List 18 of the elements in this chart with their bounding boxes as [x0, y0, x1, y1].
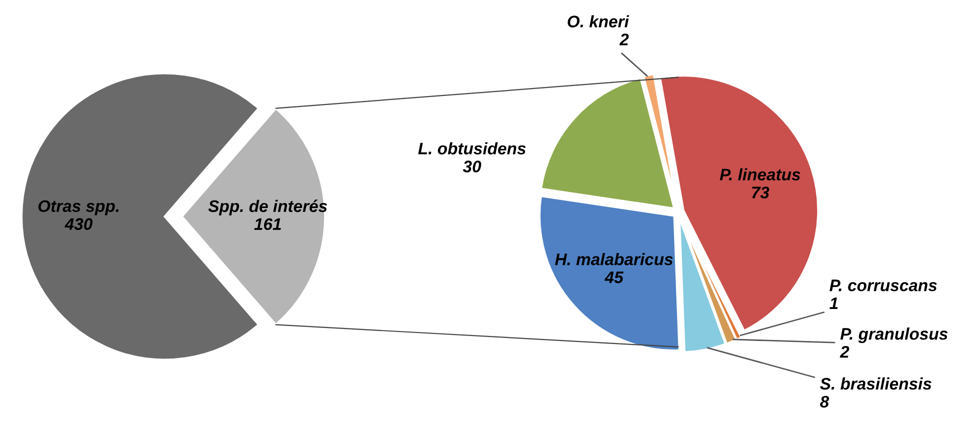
slice-label: Spp. de interés [208, 200, 328, 216]
data-label: 161 [254, 218, 281, 230]
data-label: 8 [820, 396, 830, 408]
data-label: 430 [64, 218, 93, 230]
data-label: 30 [462, 160, 482, 172]
slice-label: S. brasiliensis [820, 377, 932, 390]
data-label: 2 [619, 34, 629, 46]
slice-label: P. lineatus [720, 168, 800, 180]
slice-label: L. obtusidens [418, 142, 526, 154]
slice-label: H. malabaricus [555, 253, 673, 266]
data-label: 45 [604, 272, 624, 284]
data-label: 73 [752, 186, 770, 198]
slice-label: P. granulosus [840, 328, 948, 344]
slice-label: O. kneri [568, 15, 630, 28]
data-label: 2 [840, 346, 850, 358]
data-label: 1 [830, 298, 838, 310]
slice-label: Otras spp. [38, 200, 119, 216]
slice-label: P. corruscans [830, 280, 937, 292]
